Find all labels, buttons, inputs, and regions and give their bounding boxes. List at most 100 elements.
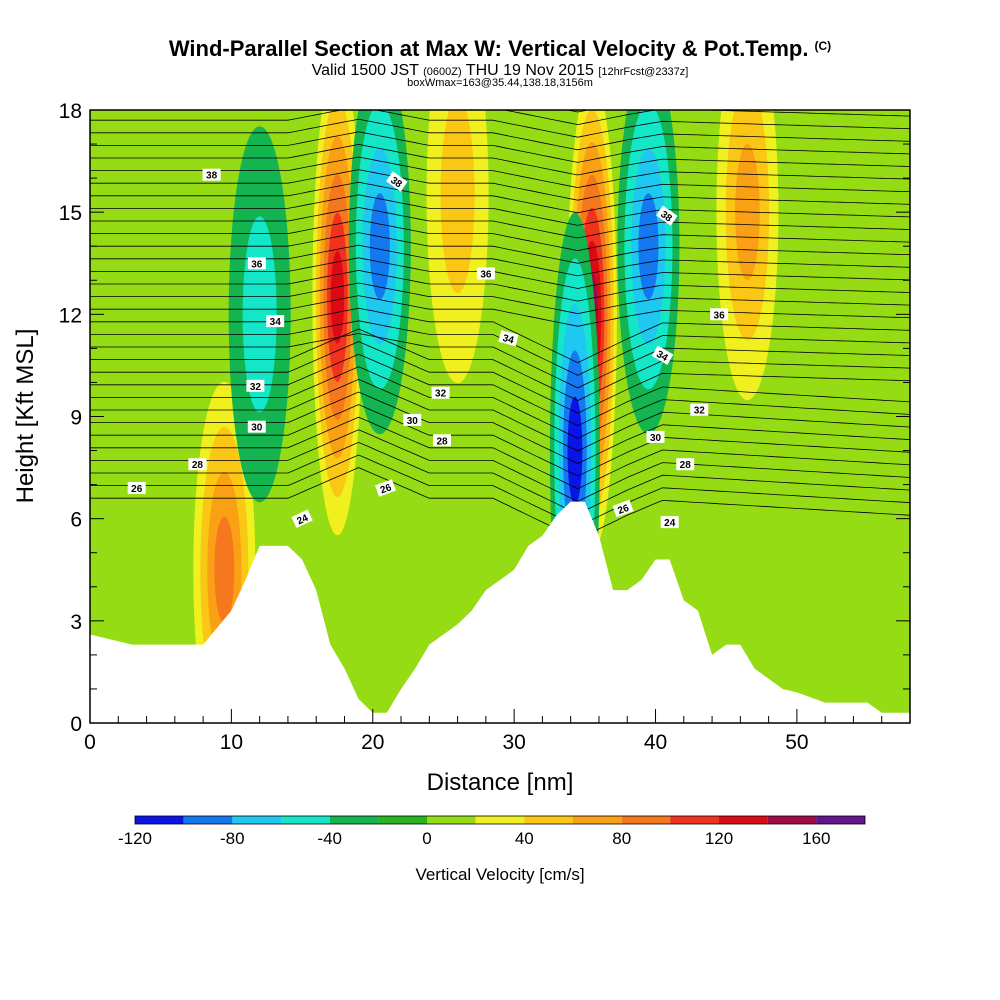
isentrope-line	[90, 416, 910, 490]
x-tick-label: 20	[361, 731, 384, 754]
chart-subtitle: Valid 1500 JST (0600Z) THU 19 Nov 2015 […	[0, 62, 1000, 80]
isentrope-label-text: 30	[407, 416, 419, 427]
isentrope-label: 30	[646, 430, 665, 444]
isentrope-line	[90, 366, 910, 439]
colorbar-frame	[134, 815, 866, 825]
velocity-feature	[716, 110, 779, 401]
isentrope-line	[90, 232, 910, 264]
x-tick-label: 10	[220, 731, 243, 754]
isentrope-label-text: 30	[251, 423, 263, 434]
isentrope-label-text: 38	[206, 171, 218, 182]
valid-zulu: (0600Z)	[423, 66, 462, 78]
isentrope-line	[90, 169, 910, 201]
isentrope-line	[90, 307, 910, 364]
y-tick-label: 9	[70, 407, 82, 430]
velocity-feature	[426, 110, 489, 384]
colorbar-tick-label: 40	[515, 829, 534, 848]
isentrope-label-text: 24	[295, 513, 310, 528]
isentrope-label-bg	[374, 479, 397, 497]
isentrope-line	[90, 181, 910, 214]
isentrope-label: 34	[498, 330, 519, 347]
isentrope-label: 26	[127, 482, 146, 495]
isentrope-line	[565, 110, 590, 113]
isentrope-line	[90, 269, 910, 302]
x-tick-label: 30	[502, 731, 525, 754]
colorbar-tick-label: 0	[422, 829, 431, 848]
isentrope-label-bg	[476, 267, 495, 280]
isentrope-label: 38	[202, 168, 221, 182]
isentrope-label-bg	[646, 430, 665, 443]
isentrope-label-bg	[690, 403, 709, 416]
isentrope-line	[90, 143, 910, 176]
isentrope-label-text: 34	[654, 349, 670, 364]
isentrope-label-text: 36	[251, 259, 263, 270]
y-tick-label: 15	[59, 202, 82, 225]
isentrope-line	[90, 353, 910, 427]
isentrope-label-bg	[710, 308, 729, 321]
colorbar-swatch	[573, 816, 622, 824]
isentrope-label-text: 26	[131, 484, 143, 495]
isentrope-line	[90, 69, 910, 100]
isentrope-label: 24	[660, 516, 679, 529]
isentrope-label-text: 34	[270, 317, 282, 328]
isentrope-line	[90, 110, 910, 138]
colorbar-swatch	[670, 816, 719, 824]
isentrope-label-text: 32	[435, 389, 447, 400]
isentrope-line	[90, 429, 910, 502]
isentrope-label-text: 28	[680, 460, 692, 471]
velocity-band	[440, 110, 475, 294]
isentrope-label-bg	[188, 458, 207, 471]
isentrope-label: 26	[374, 479, 397, 497]
isentrope-line	[502, 110, 910, 126]
valid-date: THU 19 Nov 2015	[465, 62, 594, 79]
isentrope-label-bg	[202, 168, 221, 181]
isentrope-label-text: 36	[480, 270, 492, 281]
isentrope-label: 36	[476, 267, 495, 281]
title-main: Wind-Parallel Section at Max W: Vertical…	[168, 36, 809, 61]
isentrope-label-bg	[655, 205, 678, 226]
isentrope-line	[90, 404, 910, 477]
colorbar-tick-label: 160	[802, 829, 830, 848]
colorbar: -120 -80 -40 0 40 80 120 160	[118, 815, 866, 848]
x-axis-label: Distance [nm]	[427, 769, 574, 796]
isentrope-label-bg	[612, 499, 634, 518]
isentrope-label-bg	[651, 345, 674, 365]
isentrope-label-bg	[127, 482, 146, 494]
colorbar-swatch	[767, 816, 817, 824]
isentrope-label-text: 26	[616, 503, 631, 517]
velocity-feature	[348, 110, 411, 435]
isentrope-line	[90, 391, 910, 464]
velocity-feature	[228, 126, 291, 503]
isentrope-label: 38	[385, 171, 408, 192]
colorbar-swatch	[135, 816, 184, 824]
box-info: boxWmax=163@35.44,138.18,3156m	[407, 77, 593, 89]
y-tick-label: 3	[70, 611, 82, 634]
isentrope-line	[90, 378, 910, 452]
x-axis: 0 10 20 30 40 50	[84, 709, 911, 754]
title-copyright: (C)	[814, 39, 832, 53]
y-tick-label: 18	[59, 100, 82, 123]
isentrope-label: 30	[247, 420, 266, 434]
colorbar-swatch	[378, 816, 427, 824]
isentrope-line	[90, 219, 910, 252]
y-tick-label: 6	[70, 509, 82, 532]
y-axis-label: Height [Kft MSL]	[12, 329, 39, 504]
colorbar-tick-label: -120	[118, 829, 152, 848]
isentrope-label: 36	[247, 257, 266, 270]
colorbar-swatch	[719, 816, 768, 824]
isentrope-line	[90, 156, 910, 189]
isentrope-label-text: 34	[501, 333, 515, 347]
isentrope-line	[90, 206, 910, 239]
isentrope-line	[90, 454, 910, 527]
isentrope-label-bg	[247, 420, 266, 433]
isentrope-label-text: 26	[379, 482, 394, 496]
isentrope-label: 26	[612, 499, 634, 518]
forecast-info: [12hrFcst@2337z]	[598, 66, 689, 78]
valid-prefix: Valid 1500 JST	[311, 62, 419, 79]
isentrope-line	[90, 131, 910, 163]
colorbar-tick-label: 120	[705, 829, 733, 848]
plot-area: 38 38 38 36 36 36 34 34 34 32 32 32 30 30 30 28 28 28 26 26…	[90, 69, 910, 723]
x-tick-label: 0	[84, 731, 96, 754]
isentrope-label-bg	[431, 386, 450, 399]
